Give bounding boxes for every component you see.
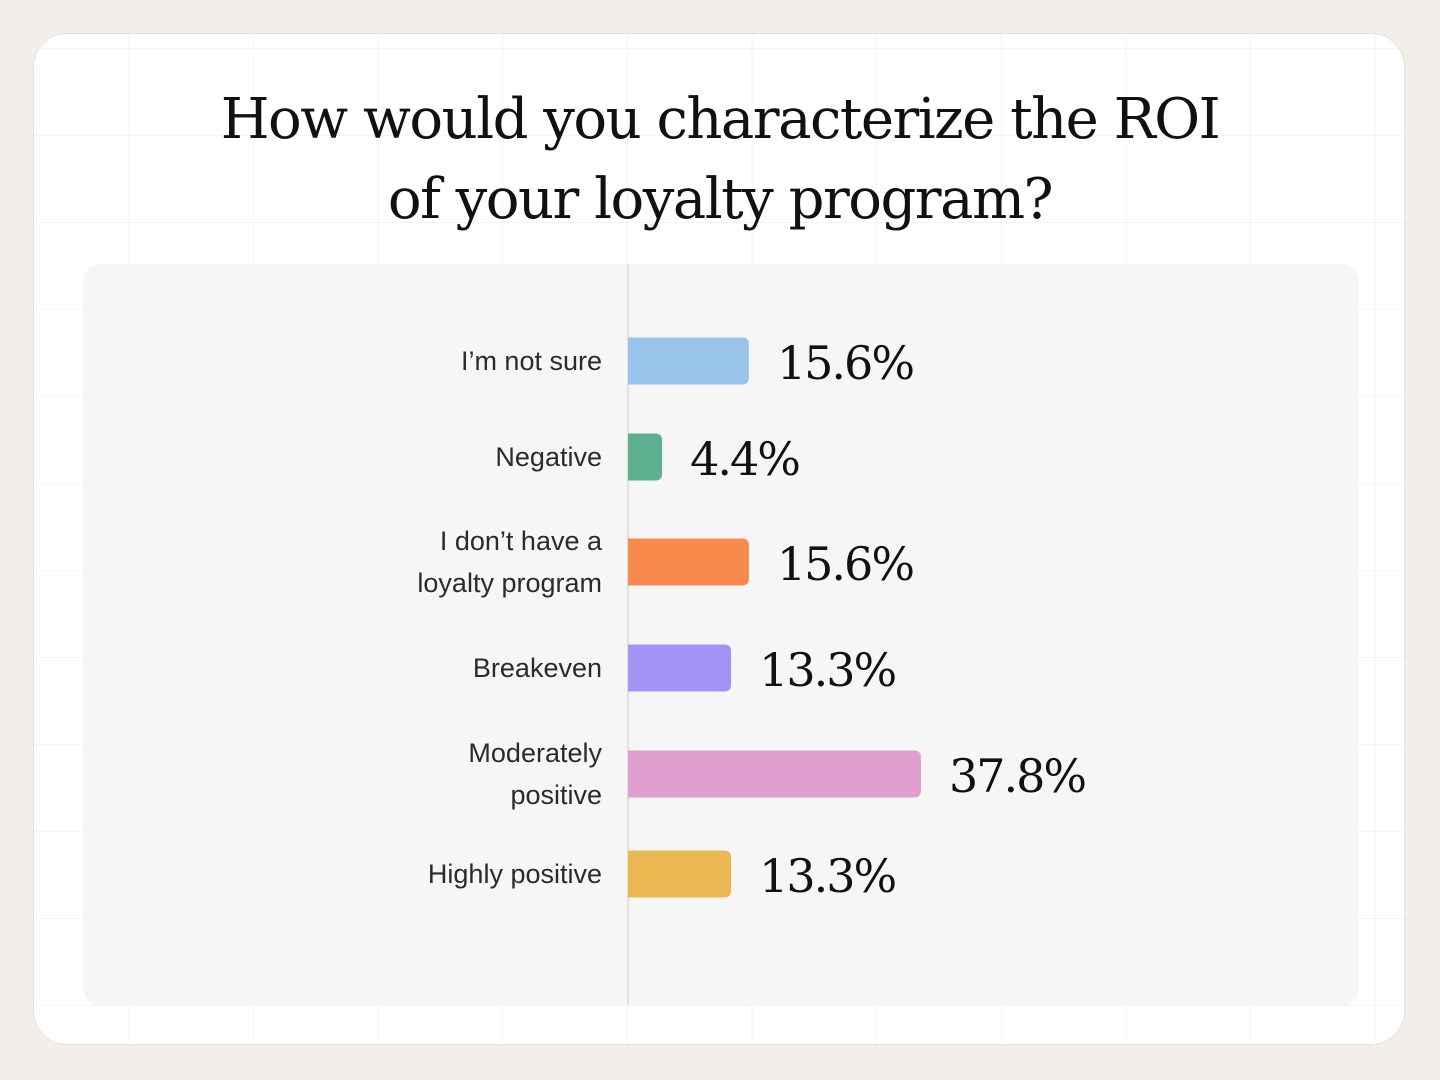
category-label: Highly positive bbox=[428, 859, 602, 889]
bar bbox=[628, 337, 749, 385]
category-label: Moderately positive bbox=[468, 738, 602, 810]
chart-title-line-1: How would you characterize the ROI bbox=[220, 87, 1221, 152]
bar bbox=[628, 538, 749, 586]
value-label: 13.3% bbox=[759, 643, 895, 697]
value-label: 37.8% bbox=[949, 749, 1085, 803]
category-label: Breakeven bbox=[473, 653, 602, 683]
category-label-line: I don’t have a bbox=[440, 526, 603, 556]
category-label-line: I’m not sure bbox=[461, 346, 602, 376]
category-label: I’m not sure bbox=[461, 346, 602, 376]
category-label-line: Highly positive bbox=[428, 859, 602, 889]
category-label-line: Moderately bbox=[468, 738, 602, 768]
value-label: 13.3% bbox=[759, 849, 895, 903]
bar bbox=[628, 433, 663, 481]
category-label: Negative bbox=[495, 442, 602, 472]
value-label: 4.4% bbox=[690, 432, 799, 486]
chart-title-line-2: of your loyalty program? bbox=[387, 167, 1054, 232]
bar bbox=[628, 750, 921, 798]
chart-title: How would you characterize the ROI of yo… bbox=[34, 80, 1404, 240]
bar bbox=[628, 850, 732, 898]
category-label-line: positive bbox=[510, 780, 602, 810]
category-label: I don’t have a loyalty program bbox=[417, 526, 603, 598]
category-label-line: Breakeven bbox=[473, 653, 602, 683]
value-label: 15.6% bbox=[777, 537, 913, 591]
value-label: 15.6% bbox=[777, 336, 913, 390]
category-label-line: loyalty program bbox=[417, 568, 602, 598]
bar bbox=[628, 644, 732, 692]
category-label-line: Negative bbox=[495, 442, 602, 472]
